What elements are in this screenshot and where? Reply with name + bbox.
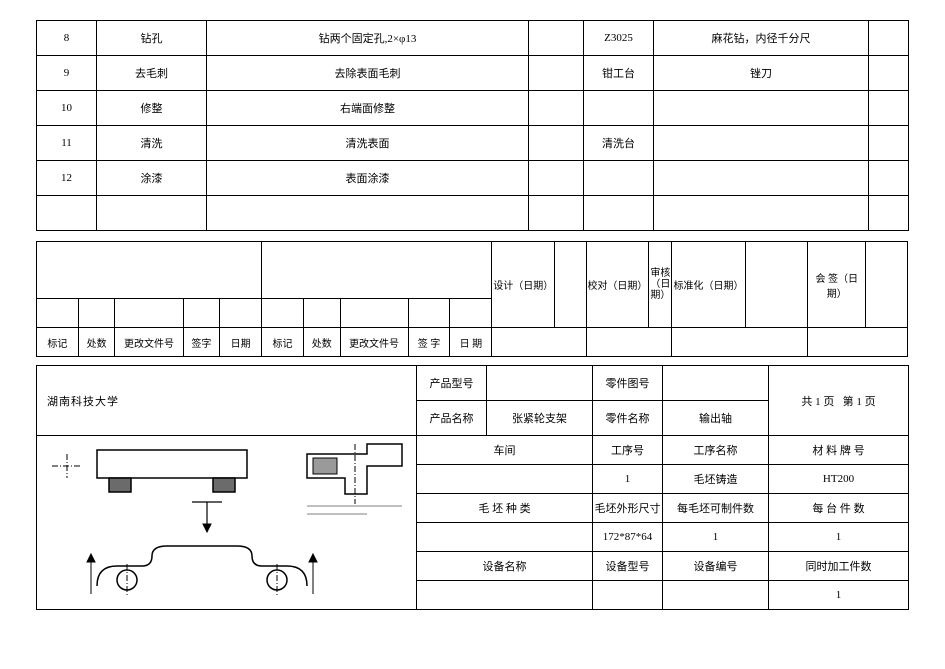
per-blank-label: 每毛坯可制件数 bbox=[663, 494, 769, 523]
drawing-svg bbox=[37, 436, 415, 604]
process-table: 8 钻孔 钻两个固定孔,2×φ13 Z3025 麻花钻，内径千分尺 9 去毛刺 … bbox=[36, 20, 909, 231]
footer-label: 标记 bbox=[37, 328, 79, 357]
table-row: 10 修整 右端面修整 bbox=[37, 91, 909, 126]
prod-name-value: 张紧轮支架 bbox=[487, 401, 593, 436]
title-block: 湖南科技大学 产品型号 零件图号 共 1 页 第 1 页 产品名称 张紧轮支架 … bbox=[36, 365, 909, 610]
std-value bbox=[745, 242, 808, 328]
footer-label: 签字 bbox=[183, 328, 220, 357]
procnum-label: 工序号 bbox=[593, 436, 663, 465]
per-unit-label: 每 台 件 数 bbox=[769, 494, 909, 523]
design-label: 设计（日期） bbox=[492, 242, 555, 328]
per-unit-value: 1 bbox=[769, 523, 909, 552]
concurrent-label: 同时加工件数 bbox=[769, 552, 909, 581]
part-draw-label: 零件图号 bbox=[593, 366, 663, 401]
material-value: HT200 bbox=[769, 465, 909, 494]
blank-cell bbox=[37, 299, 79, 328]
concurrent-value: 1 bbox=[769, 581, 909, 610]
audit-label: 审核（日期） bbox=[649, 242, 672, 328]
footer-label: 更改文件号 bbox=[115, 328, 183, 357]
table-row: 12 涂漆 表面涂漆 bbox=[37, 161, 909, 196]
signature-block: 设计（日期） 校对（日期） 审核（日期） 标准化（日期） 会 签（日期） 标记 … bbox=[36, 241, 908, 357]
material-label: 材 料 牌 号 bbox=[769, 436, 909, 465]
procname-label: 工序名称 bbox=[663, 436, 769, 465]
part-name-label: 零件名称 bbox=[593, 401, 663, 436]
part-name-value: 输出轴 bbox=[663, 401, 769, 436]
op-col7 bbox=[869, 21, 909, 56]
blank-size-label: 毛坯外形尺寸 bbox=[593, 494, 663, 523]
workshop-value bbox=[417, 465, 593, 494]
blank-cell bbox=[37, 242, 262, 299]
engineering-drawing bbox=[37, 436, 417, 610]
workshop-label: 车间 bbox=[417, 436, 593, 465]
page-info: 共 1 页 第 1 页 bbox=[769, 366, 909, 436]
footer-label: 标记 bbox=[262, 328, 304, 357]
blank-cell bbox=[262, 242, 492, 299]
footer-label: 处数 bbox=[303, 328, 340, 357]
table-row: 9 去毛刺 去除表面毛刺 钳工台 锉刀 bbox=[37, 56, 909, 91]
blank-type-value bbox=[417, 523, 593, 552]
equip-no-label: 设备编号 bbox=[663, 552, 769, 581]
blank-size-value: 172*87*64 bbox=[593, 523, 663, 552]
prod-name-label: 产品名称 bbox=[417, 401, 487, 436]
procname-value: 毛坯铸造 bbox=[663, 465, 769, 494]
university-name: 湖南科技大学 bbox=[37, 366, 417, 436]
cosign-value bbox=[865, 242, 907, 328]
std-label: 标准化（日期） bbox=[672, 242, 745, 328]
footer-label: 更改文件号 bbox=[340, 328, 408, 357]
equip-name-label: 设备名称 bbox=[417, 552, 593, 581]
footer-label: 签 字 bbox=[408, 328, 450, 357]
equip-model-value bbox=[593, 581, 663, 610]
table-row: 8 钻孔 钻两个固定孔,2×φ13 Z3025 麻花钻，内径千分尺 bbox=[37, 21, 909, 56]
equip-model-label: 设备型号 bbox=[593, 552, 663, 581]
per-blank-value: 1 bbox=[663, 523, 769, 552]
design-value bbox=[555, 242, 586, 328]
equip-name-value bbox=[417, 581, 593, 610]
footer-label: 日 期 bbox=[450, 328, 492, 357]
footer-label: 日期 bbox=[220, 328, 262, 357]
op-tool: 麻花钻，内径千分尺 bbox=[654, 21, 869, 56]
check-label: 校对（日期） bbox=[586, 242, 649, 328]
prod-model-label: 产品型号 bbox=[417, 366, 487, 401]
op-equip: Z3025 bbox=[584, 21, 654, 56]
cosign-label: 会 签（日期） bbox=[808, 242, 866, 328]
op-content: 钻两个固定孔,2×φ13 bbox=[207, 21, 529, 56]
prod-model-value bbox=[487, 366, 593, 401]
procnum-value: 1 bbox=[593, 465, 663, 494]
op-name: 钻孔 bbox=[97, 21, 207, 56]
part-draw-value bbox=[663, 366, 769, 401]
table-row bbox=[37, 196, 909, 231]
footer-label: 处数 bbox=[78, 328, 115, 357]
op-col4 bbox=[529, 21, 584, 56]
equip-no-value bbox=[663, 581, 769, 610]
blank-type-label: 毛 坯 种 类 bbox=[417, 494, 593, 523]
op-no: 8 bbox=[37, 21, 97, 56]
table-row: 11 清洗 清洗表面 清洗台 bbox=[37, 126, 909, 161]
